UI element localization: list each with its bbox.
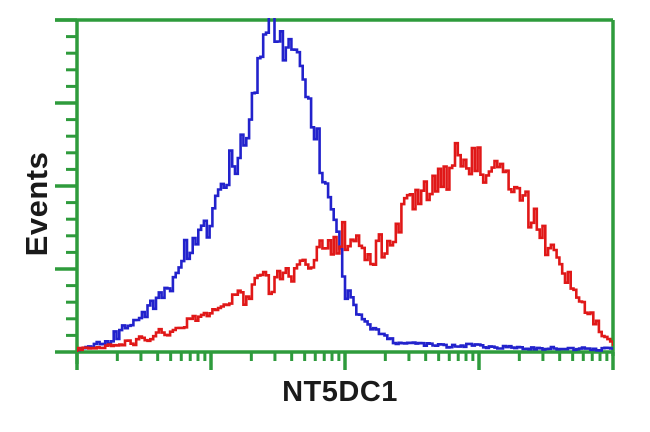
histogram-curve-control bbox=[77, 18, 613, 352]
axes-group bbox=[55, 18, 615, 370]
y-axis-title: Events bbox=[19, 151, 54, 257]
x-axis-title: NT5DC1 bbox=[282, 376, 398, 408]
histogram-curve-sample bbox=[77, 141, 613, 352]
histogram-curves bbox=[77, 18, 613, 352]
